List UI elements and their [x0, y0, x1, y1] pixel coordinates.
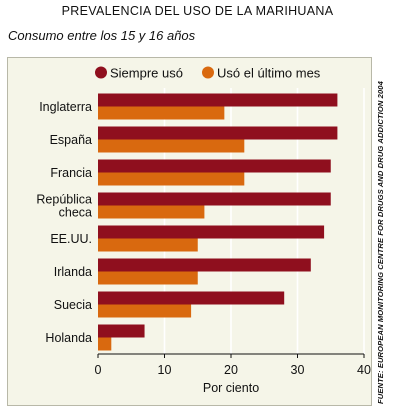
- bar-uso-ultimo-mes: [98, 205, 205, 219]
- x-tick-label: 40: [357, 363, 371, 377]
- legend-marker-siempre-uso: [95, 66, 107, 79]
- category-label: EE.UU.: [50, 232, 92, 246]
- chart-subtitle: Consumo entre los 15 y 16 años: [8, 28, 196, 43]
- category-label: España: [50, 133, 92, 147]
- x-tick-label: 20: [224, 363, 238, 377]
- bar-uso-ultimo-mes: [98, 238, 198, 252]
- legend-label-siempre-uso: Siempre usó: [110, 66, 183, 81]
- legend-label-uso-ultimo-mes: Usó el último mes: [217, 66, 321, 81]
- bar-siempre-uso: [98, 192, 331, 206]
- category-label: Holanda: [45, 331, 92, 345]
- category-label: Suecia: [54, 298, 92, 312]
- bar-siempre-uso: [98, 324, 145, 338]
- legend-marker-uso-ultimo-mes: [202, 66, 214, 79]
- bar-uso-ultimo-mes: [98, 139, 245, 153]
- bar-siempre-uso: [98, 258, 311, 272]
- category-label: República checa: [36, 193, 92, 220]
- bar-uso-ultimo-mes: [98, 106, 225, 120]
- x-tick-label: 30: [291, 363, 305, 377]
- bar-siempre-uso: [98, 225, 325, 239]
- bar-uso-ultimo-mes: [98, 304, 192, 318]
- x-axis-title: Por ciento: [203, 381, 259, 395]
- category-label: Irlanda: [54, 265, 92, 279]
- bar-siempre-uso: [98, 291, 285, 305]
- category-label: Francia: [50, 166, 92, 180]
- chart-title: PREVALENCIA DEL USO DE LA MARIHUANA: [61, 4, 334, 18]
- x-tick-label: 10: [158, 363, 172, 377]
- x-tick-label: 0: [95, 363, 102, 377]
- bar-siempre-uso: [98, 93, 338, 107]
- category-label: Inglaterra: [39, 100, 92, 114]
- bar-siempre-uso: [98, 159, 331, 173]
- bar-uso-ultimo-mes: [98, 172, 245, 186]
- bar-siempre-uso: [98, 126, 338, 140]
- bar-uso-ultimo-mes: [98, 337, 112, 351]
- bar-uso-ultimo-mes: [98, 271, 198, 285]
